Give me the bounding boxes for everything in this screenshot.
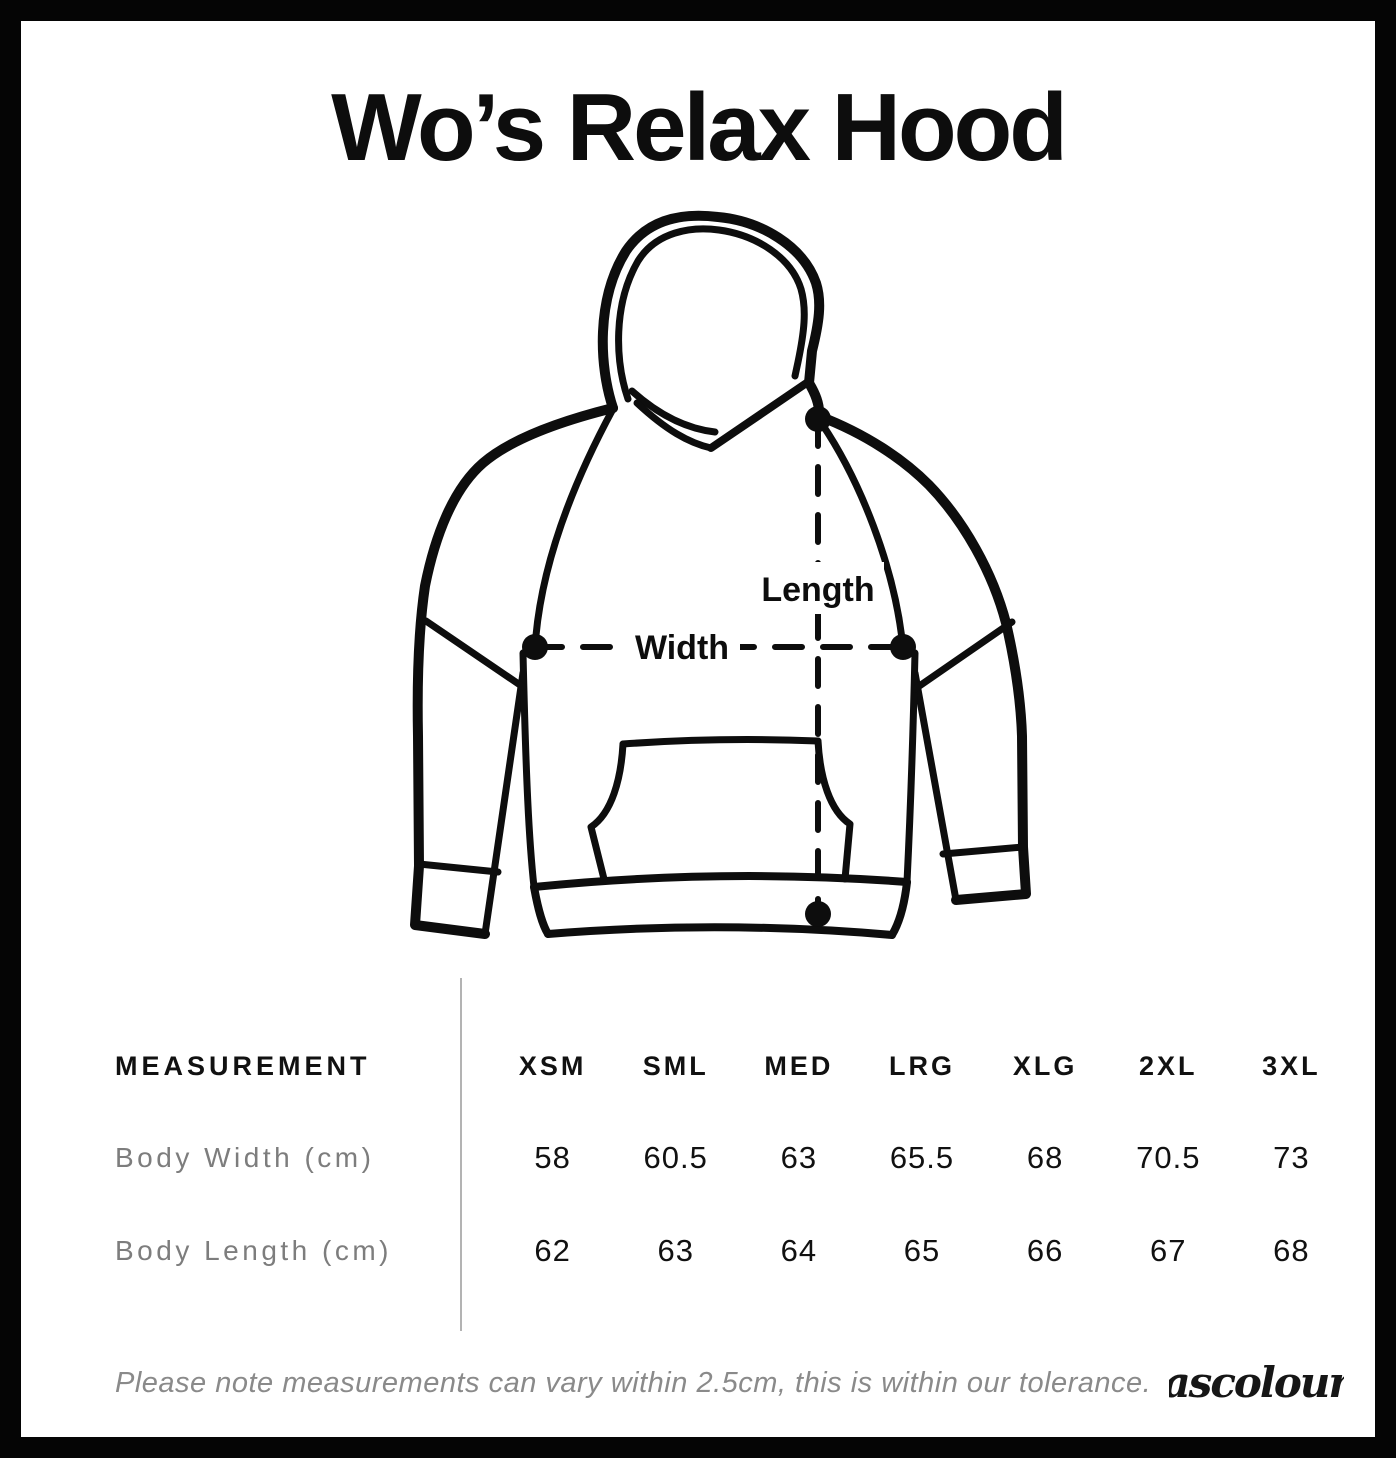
right-cuff-line bbox=[939, 843, 1027, 858]
hem-top-line bbox=[530, 872, 911, 891]
cell-value: 65.5 bbox=[889, 1140, 955, 1175]
table-divider bbox=[460, 978, 462, 1331]
cell-value: 68 bbox=[1026, 1140, 1064, 1175]
table-row-body-width: 58 60.5 63 65.5 68 70.5 73 bbox=[491, 1140, 1353, 1176]
tolerance-note: Please note measurements can vary within… bbox=[115, 1367, 1152, 1399]
hem-right-cap bbox=[888, 878, 911, 939]
hood-left-flap-lower bbox=[633, 399, 715, 452]
size-header-3xl: 3XL bbox=[1262, 1051, 1321, 1081]
hood-right-flap-diagonal bbox=[707, 378, 812, 452]
right-silhouette bbox=[814, 411, 1031, 905]
length-dot-bottom bbox=[805, 901, 831, 927]
width-label: Width bbox=[635, 629, 729, 667]
hood-left-flap-upper bbox=[628, 387, 719, 436]
width-dot-right bbox=[890, 634, 916, 660]
right-raglan-seam bbox=[818, 420, 907, 652]
row-label-body-length: Body Length (cm) bbox=[115, 1235, 392, 1266]
size-header-row: XSM SML MED LRG XLG 2XL 3XL bbox=[491, 1051, 1353, 1082]
right-sleeve-inner-edge bbox=[911, 669, 960, 904]
row-label-body-width: Body Width (cm) bbox=[115, 1142, 375, 1173]
measurement-column-header: MEASUREMENT bbox=[115, 1051, 371, 1081]
size-header-xlg: XLG bbox=[1012, 1051, 1078, 1081]
cell-value: 63 bbox=[657, 1233, 694, 1268]
left-cuff-line bbox=[415, 860, 502, 876]
length-dot-top bbox=[805, 406, 831, 432]
right-body-edge bbox=[903, 649, 919, 886]
hem-bottom-line bbox=[544, 923, 896, 939]
hood-outer-outline bbox=[597, 210, 825, 421]
left-body-edge bbox=[519, 649, 538, 891]
left-silhouette bbox=[410, 403, 618, 939]
cell-value: 70.5 bbox=[1136, 1140, 1201, 1175]
pocket-left-edge bbox=[587, 740, 627, 883]
pocket-right-edge bbox=[814, 737, 854, 883]
left-underarm-seam bbox=[422, 617, 527, 691]
table-row-body-length: 62 63 64 65 66 67 68 bbox=[491, 1233, 1353, 1269]
cell-value: 67 bbox=[1150, 1233, 1187, 1268]
cell-value: 62 bbox=[534, 1233, 571, 1268]
length-label-backplate bbox=[752, 562, 884, 614]
width-dot-left bbox=[522, 634, 548, 660]
left-sleeve-inner-edge bbox=[481, 669, 527, 938]
hoodie-diagram: Width Length bbox=[410, 210, 1031, 939]
cell-value: 68 bbox=[1273, 1233, 1310, 1268]
brand-logo-text: ascolour bbox=[1169, 1358, 1344, 1407]
size-header-lrg: LRG bbox=[888, 1051, 955, 1081]
width-label-backplate bbox=[624, 622, 740, 672]
cell-value: 66 bbox=[1026, 1233, 1064, 1268]
size-header-xsm: XSM bbox=[518, 1051, 587, 1081]
size-header-2xl: 2XL bbox=[1139, 1051, 1198, 1081]
cell-value: 63 bbox=[780, 1140, 818, 1175]
page-title: Wo’s Relax Hood bbox=[331, 74, 1068, 181]
cell-value: 65 bbox=[903, 1233, 941, 1268]
cell-value: 73 bbox=[1273, 1140, 1310, 1175]
cell-value: 64 bbox=[780, 1233, 818, 1268]
cell-value: 58 bbox=[534, 1140, 571, 1175]
left-raglan-seam bbox=[531, 405, 617, 652]
pocket-top-line bbox=[619, 736, 822, 748]
size-header-sml: SML bbox=[642, 1051, 709, 1081]
right-underarm-seam bbox=[911, 618, 1016, 693]
size-header-med: MED bbox=[764, 1051, 834, 1081]
hem-left-cap bbox=[530, 883, 552, 938]
brand-logo: ascolour bbox=[1169, 1358, 1344, 1407]
length-label: Length bbox=[761, 571, 874, 609]
cell-value: 60.5 bbox=[643, 1140, 708, 1175]
hood-inner-line bbox=[615, 225, 808, 403]
